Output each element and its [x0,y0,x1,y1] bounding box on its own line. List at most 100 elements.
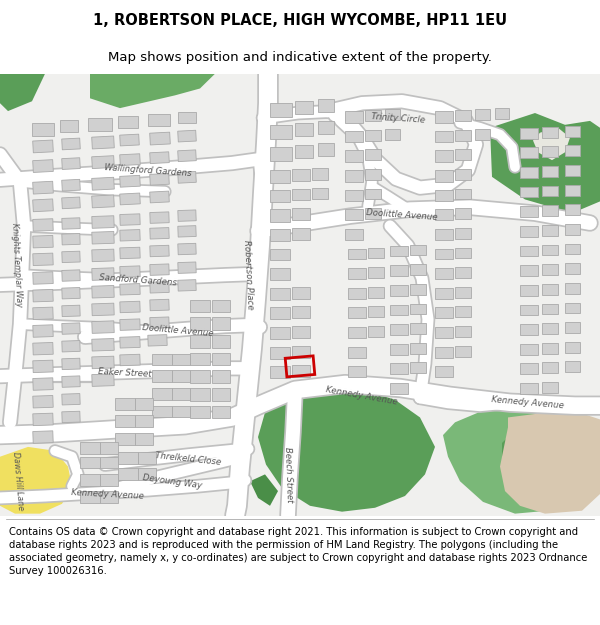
Bar [435,170,453,182]
Bar [565,146,580,156]
Bar [368,268,384,278]
Bar [172,354,190,366]
Polygon shape [120,354,140,366]
Bar [542,166,558,177]
Bar [565,342,580,352]
Bar [520,187,538,198]
Bar [542,127,558,138]
Bar [152,406,172,418]
Bar [190,388,210,401]
Bar [348,249,366,259]
Polygon shape [92,268,114,281]
Polygon shape [62,305,80,317]
Polygon shape [178,171,196,183]
Text: Threlkeld Close: Threlkeld Close [155,451,221,467]
Polygon shape [178,279,196,291]
Bar [212,406,230,418]
Text: Trinity Circle: Trinity Circle [371,112,425,124]
Polygon shape [32,159,53,172]
Bar [410,284,426,295]
Bar [318,99,334,112]
Bar [292,189,310,201]
Bar [520,304,538,315]
Bar [455,149,471,160]
Text: Doolittle Avenue: Doolittle Avenue [142,323,214,339]
Bar [410,264,426,275]
Text: Sandford Gardens: Sandford Gardens [99,272,177,287]
Bar [520,127,538,139]
Polygon shape [62,270,80,281]
Bar [100,457,118,469]
Bar [152,354,172,366]
Bar [365,130,381,141]
Bar [410,362,426,373]
Bar [410,342,426,354]
Polygon shape [148,334,167,346]
Text: Map shows position and indicative extent of the property.: Map shows position and indicative extent… [108,51,492,64]
Polygon shape [33,253,53,266]
Polygon shape [62,179,80,191]
Bar [345,170,363,182]
Bar [190,318,210,330]
Bar [295,123,313,136]
Bar [475,109,490,120]
Bar [292,326,310,338]
Bar [542,206,558,216]
Bar [295,101,313,114]
Bar [270,268,290,280]
Polygon shape [92,356,114,369]
Bar [190,299,210,312]
Polygon shape [33,289,53,302]
Polygon shape [120,266,140,278]
Bar [178,112,196,123]
Text: Robertson Place: Robertson Place [242,240,254,310]
Polygon shape [178,130,196,142]
Bar [435,268,453,279]
Text: Kennedy Avenue: Kennedy Avenue [71,488,145,501]
Text: Deyoung Way: Deyoung Way [142,472,202,490]
Polygon shape [150,173,169,185]
Bar [410,244,426,256]
Polygon shape [62,394,80,405]
Polygon shape [62,358,80,369]
Bar [365,169,381,180]
Bar [495,108,509,119]
Bar [455,189,471,199]
Bar [135,433,153,445]
Polygon shape [150,228,169,239]
Bar [152,370,172,382]
Polygon shape [62,234,80,245]
Bar [542,362,558,373]
Bar [345,189,363,201]
Text: Knights Templar Way: Knights Templar Way [10,223,23,308]
Bar [348,308,366,318]
Polygon shape [178,226,196,237]
Text: Kennedy Avenue: Kennedy Avenue [491,395,565,411]
Bar [542,304,558,314]
Bar [172,406,190,418]
Bar [365,149,381,160]
Bar [118,116,138,128]
Bar [565,244,580,254]
Bar [455,208,471,219]
Polygon shape [533,127,570,160]
Bar [88,118,112,131]
Polygon shape [33,360,53,372]
Bar [115,398,135,409]
Bar [385,129,400,139]
Polygon shape [120,193,140,205]
Polygon shape [178,262,196,273]
Bar [390,285,408,296]
Bar [270,189,290,202]
Bar [385,109,400,120]
Polygon shape [150,317,169,328]
Bar [292,366,310,377]
Polygon shape [0,74,45,111]
Bar [135,398,153,409]
Bar [542,264,558,275]
Polygon shape [120,337,140,348]
Text: Contains OS data © Crown copyright and database right 2021. This information is : Contains OS data © Crown copyright and d… [9,526,587,576]
Bar [292,306,310,318]
Polygon shape [92,231,114,244]
Polygon shape [62,341,80,352]
